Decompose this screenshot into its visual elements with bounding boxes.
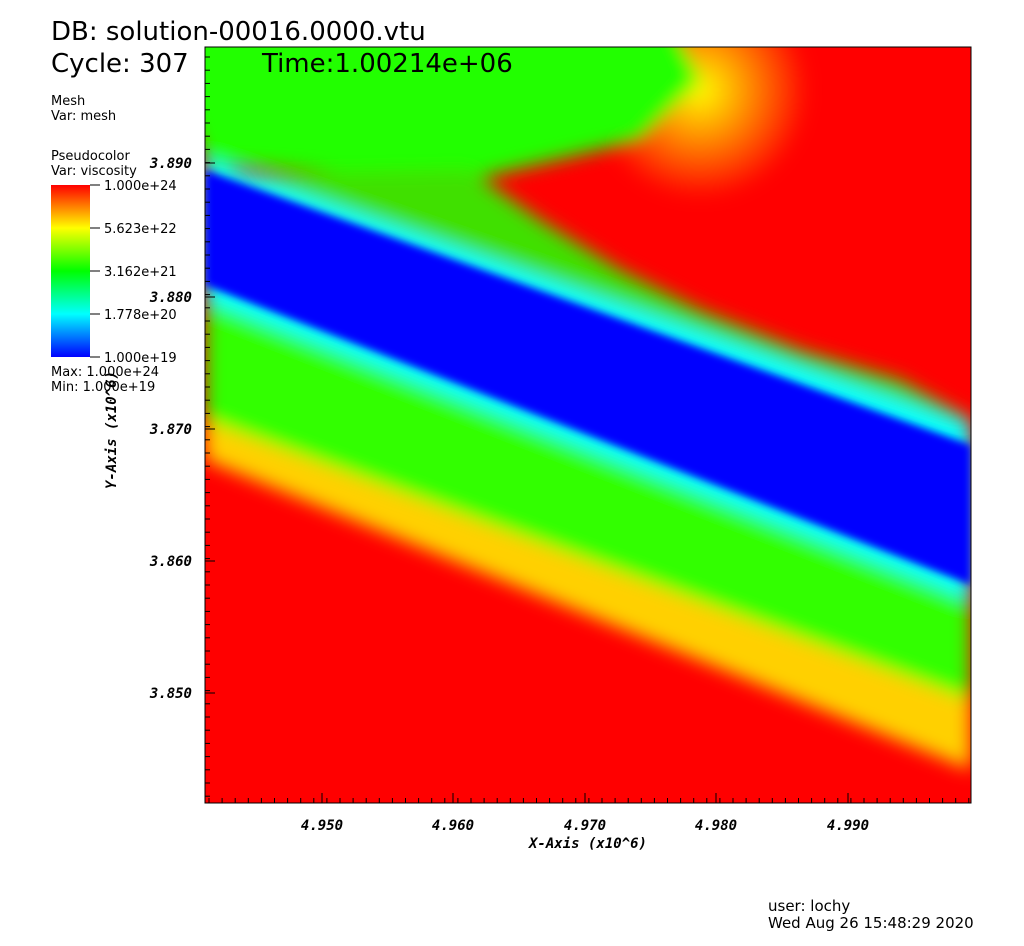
plot-var: Var: viscosity [51, 164, 137, 179]
footer-user: user: lochy [768, 897, 850, 915]
color-bar-label: 1.000e+19 [104, 351, 177, 366]
x-tick-label: 4.970 [564, 818, 606, 834]
x-tick-label: 4.950 [301, 818, 343, 834]
cycle-label: Cycle: 307 [51, 49, 189, 79]
x-tick-label: 4.960 [432, 818, 474, 834]
field [205, 47, 971, 803]
plot-title: Pseudocolor [51, 149, 130, 164]
legend-max: Max: 1.000e+24 [51, 365, 159, 380]
x-tick-label: 4.980 [695, 818, 737, 834]
color-bar [51, 185, 90, 357]
mesh-var: Var: mesh [51, 109, 116, 124]
color-bar-labels: 1.000e+24 5.623e+22 3.162e+21 1.778e+20 1.00… [90, 179, 177, 366]
db-label: DB: solution-00016.0000.vtu [51, 17, 426, 47]
y-tick-label: 3.860 [149, 554, 192, 570]
y-tick-label: 3.850 [149, 686, 192, 702]
y-tick-label: 3.880 [149, 290, 192, 306]
x-axis-title: X-Axis (x10^6) [528, 836, 647, 852]
y-tick-label: 3.870 [149, 422, 192, 438]
color-bar-label: 3.162e+21 [104, 265, 177, 280]
footer-date: Wed Aug 26 15:48:29 2020 [768, 914, 974, 932]
x-tick-label: 4.990 [827, 818, 869, 834]
y-axis-title: Y-Axis (x10^6) [104, 371, 120, 489]
legend-min: Min: 1.000e+19 [51, 380, 155, 395]
color-bar-label: 1.000e+24 [104, 179, 177, 194]
color-bar-label: 1.778e+20 [104, 308, 177, 323]
y-tick-label: 3.890 [149, 156, 192, 172]
axis-ticks: 4.950 4.960 4.970 4.980 4.990 3.890 3.880 3.870… [149, 56, 970, 834]
color-bar-label: 5.623e+22 [104, 222, 177, 237]
time-label: Time:1.00214e+06 [261, 49, 513, 79]
mesh-title: Mesh [51, 94, 85, 109]
